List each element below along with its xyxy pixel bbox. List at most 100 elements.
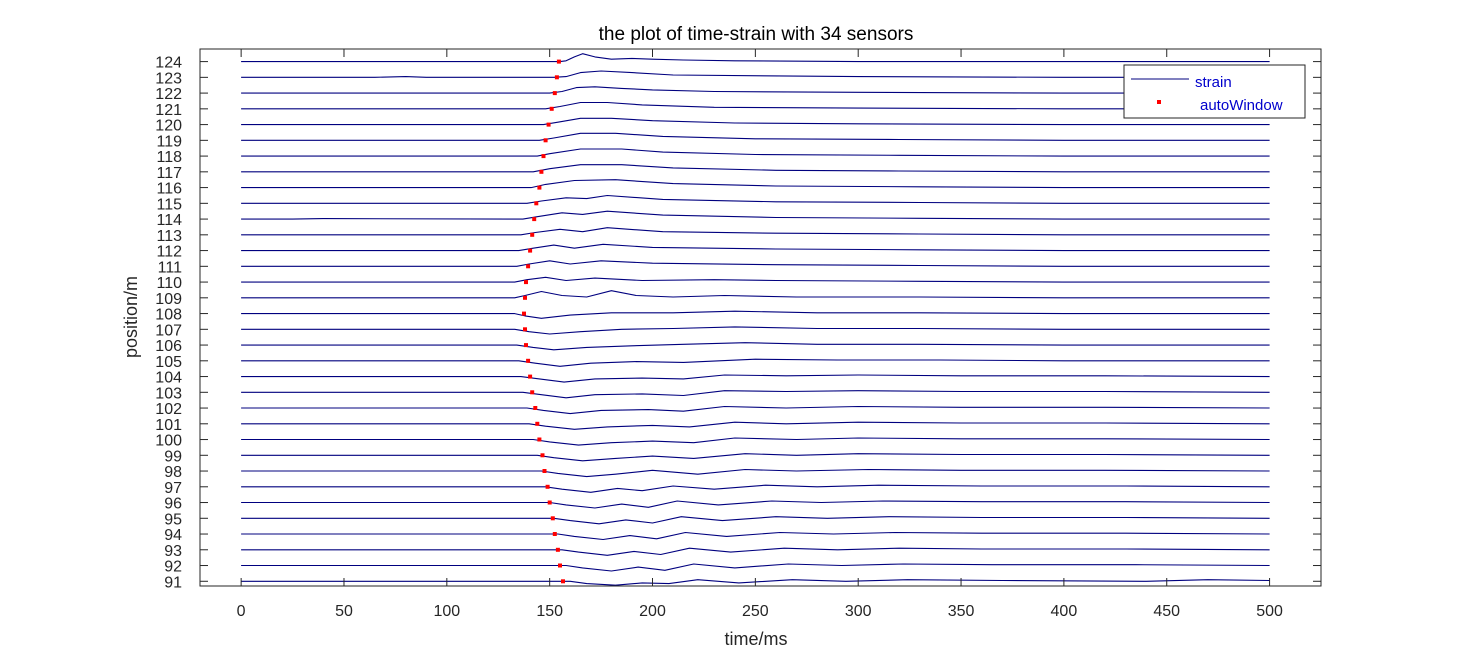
strain-trace-95	[241, 516, 1270, 525]
strain-trace-101	[241, 421, 1270, 430]
y-tick-label: 120	[155, 118, 182, 135]
legend-autowindow-label: autoWindow	[1200, 97, 1283, 114]
strain-trace-122	[241, 86, 1270, 94]
x-tick-label: 200	[639, 603, 666, 620]
autowindow-marker-99	[540, 453, 545, 458]
y-axis-label: position/m	[121, 276, 141, 358]
strain-trace-106	[241, 342, 1270, 351]
y-tick-label: 108	[155, 307, 182, 324]
strain-trace-100	[241, 437, 1270, 446]
y-tick-label: 101	[155, 417, 182, 434]
autowindow-marker-103	[530, 390, 535, 395]
y-tick-label: 96	[164, 496, 182, 513]
strain-trace-92	[241, 563, 1270, 572]
x-tick-label: 0	[237, 603, 246, 620]
autowindow-marker-109	[523, 295, 527, 300]
strain-trace-107	[241, 326, 1270, 335]
autowindow-marker-108	[522, 311, 526, 316]
autowindow-marker-112	[528, 248, 533, 253]
x-tick-label: 450	[1153, 603, 1180, 620]
y-tick-label: 116	[156, 181, 182, 198]
autowindow-marker-114	[532, 217, 537, 222]
y-tick-label: 115	[156, 196, 182, 213]
x-tick-label: 300	[845, 603, 872, 620]
autowindow-marker-115	[534, 201, 539, 206]
x-tick-label: 100	[433, 603, 460, 620]
autowindow-marker-123	[554, 75, 559, 80]
autowindow-marker-93	[555, 547, 560, 552]
legend: strain autoWindow	[1123, 64, 1306, 119]
x-tick-label: 400	[1051, 603, 1078, 620]
strain-trace-109	[241, 290, 1270, 299]
legend-autowindow-swatch	[1157, 100, 1161, 104]
autowindow-marker-92	[558, 563, 562, 568]
strain-trace-103	[241, 390, 1270, 399]
autowindow-marker-94	[552, 532, 557, 536]
y-tick-label: 103	[155, 385, 182, 402]
autowindow-marker-116	[537, 185, 542, 190]
autowindow-marker-119	[543, 138, 548, 143]
y-tick-label: 123	[155, 70, 182, 87]
x-tick-label: 350	[948, 603, 975, 620]
strain-trace-102	[241, 405, 1270, 415]
strain-trace-114	[241, 210, 1270, 220]
strain-trace-105	[241, 358, 1270, 367]
x-axis: 0 50 100 150 200 250 300 350 400 450 500	[237, 49, 1283, 620]
strain-trace-93	[241, 547, 1270, 556]
autowindow-marker-111	[526, 264, 531, 269]
chart-title: the plot of time-strain with 34 sensors	[599, 24, 914, 45]
strain-trace-120	[241, 117, 1270, 126]
y-tick-label: 114	[156, 212, 182, 229]
autowindow-marker-91	[561, 579, 565, 584]
legend-box	[1123, 64, 1306, 119]
y-tick-label: 94	[164, 527, 182, 544]
autowindow-marker-106	[524, 343, 528, 348]
y-tick-label: 105	[155, 354, 182, 371]
plot-area	[241, 53, 1270, 586]
y-tick-label: 91	[164, 574, 182, 591]
strain-trace-97	[241, 484, 1270, 493]
y-tick-label: 122	[155, 86, 182, 103]
autowindow-marker-100	[537, 437, 542, 442]
autowindow-marker-124	[556, 59, 561, 64]
autowindow-marker-97	[545, 484, 550, 489]
strain-trace-123	[241, 70, 1270, 78]
autowindow-marker-102	[533, 406, 538, 410]
y-tick-label: 92	[164, 559, 182, 576]
autowindow-marker-113	[530, 232, 535, 237]
y-axis: 9192939495969798991001011021031041051061…	[155, 55, 1321, 591]
autowindow-marker-105	[526, 358, 531, 363]
strain-trace-111	[241, 260, 1270, 267]
axes-box	[199, 48, 1322, 587]
autowindow-marker-120	[546, 122, 551, 127]
strain-trace-124	[241, 53, 1270, 63]
autowindow-marker-110	[524, 280, 528, 285]
autowindow-marker-101	[535, 421, 540, 426]
autowindow-marker-118	[541, 154, 546, 159]
strain-trace-96	[241, 500, 1270, 509]
y-tick-label: 109	[155, 291, 182, 308]
y-tick-label: 104	[155, 370, 182, 387]
y-tick-label: 124	[155, 55, 182, 72]
y-tick-label: 102	[155, 401, 182, 418]
autowindow-marker-104	[528, 374, 533, 379]
y-tick-label: 117	[156, 165, 182, 182]
y-tick-label: 121	[155, 102, 182, 119]
strain-trace-98	[241, 468, 1270, 478]
legend-strain-label: strain	[1195, 74, 1232, 91]
y-tick-label: 93	[164, 543, 182, 560]
x-tick-label: 250	[742, 603, 769, 620]
autowindow-marker-96	[547, 500, 552, 505]
autowindow-marker-107	[523, 327, 527, 332]
strain-trace-94	[241, 531, 1270, 541]
y-tick-label: 113	[156, 228, 182, 245]
x-tick-label: 500	[1256, 603, 1283, 620]
y-tick-label: 111	[158, 259, 182, 276]
y-tick-label: 112	[156, 244, 182, 261]
y-tick-label: 119	[156, 133, 182, 150]
y-tick-label: 100	[155, 433, 182, 450]
autowindow-marker-121	[549, 106, 554, 111]
autowindow-marker-98	[542, 469, 547, 473]
x-tick-label: 50	[335, 603, 353, 620]
